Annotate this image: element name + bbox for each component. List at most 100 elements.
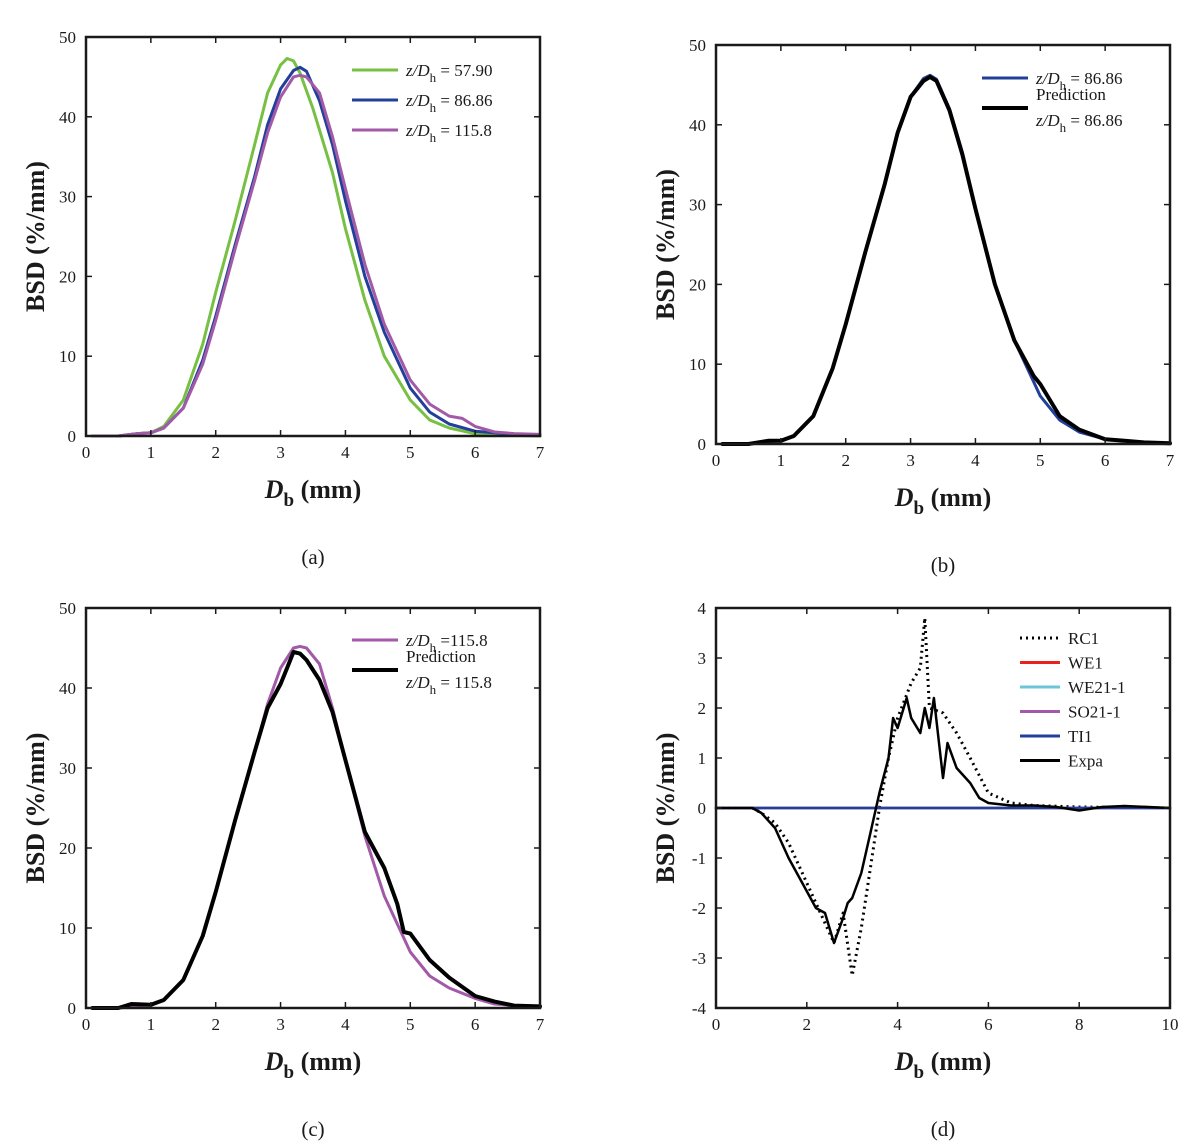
legend-entry: z/Dh = 86.86 [352,91,492,115]
panel-caption: (d) [931,1117,956,1141]
y-tick-label: 0 [68,427,77,446]
legend-label-text: SO21-1 [1068,703,1121,722]
legend-entry: z/Dh = 57.90 [352,61,492,85]
x-axis-label-symbol: D [264,475,284,504]
legend-label: z/Dh =115.8 [405,631,488,655]
x-tick-label: 7 [536,443,545,462]
panel-caption: (c) [301,1117,324,1141]
panel-d: 0 2 4 6 8 10 -4 -3 -2 -1 0 1 2 3 4 BSD (%/mm) Db (mm) (d)… [651,599,1179,1141]
panel-a: 0 1 2 3 4 5 6 7 0 10 20 30 40 50 BSD (%/mm) Db (mm) (a) z… [21,28,545,569]
x-tick-label: 6 [471,1015,480,1034]
x-tick-label: 8 [1075,1015,1084,1034]
y-tick-label: 30 [59,188,76,207]
legend-label-text: TI1 [1068,727,1093,746]
x-tick-label: 4 [971,451,980,470]
legend-label-sub: h [1060,78,1067,93]
y-tick-label: 30 [59,759,76,778]
y-tick-label: 0 [68,999,77,1018]
x-axis-label: Db (mm) [894,1047,992,1083]
y-tick-label: 0 [698,435,707,454]
panel-b: 0 1 2 3 4 5 6 7 0 10 20 30 40 50 BSD (%/mm) Db (mm) (b) z… [651,36,1175,577]
x-tick-label: 0 [82,1015,91,1034]
legend-label-post: =115.8 [436,631,487,650]
legend-label-sub: h [430,682,437,697]
legend-label-post: = 86.86 [1066,111,1122,130]
x-tick-label: 2 [211,1015,220,1034]
legend-label: z/Dh = 86.86 [405,91,492,115]
legend-label-text: Expa [1068,752,1103,771]
legend-entry: Expa [1020,752,1103,771]
y-tick-label: 50 [59,599,76,618]
legend-label-pre: z/D [1035,111,1060,130]
y-tick-label: -1 [692,849,706,868]
x-axis-label-subscript: b [284,1062,295,1083]
x-axis-label: Db (mm) [894,483,992,519]
y-tick-label: 10 [59,919,76,938]
y-tick-label: 40 [59,679,76,698]
legend-label-text: WE21-1 [1068,678,1126,697]
series-line-z-dh-57-90 [91,57,542,438]
panel-caption: (b) [931,553,956,577]
y-tick-label: 20 [59,839,76,858]
x-axis-label-unit: (mm) [924,483,991,512]
y-tick-label: 40 [689,116,706,135]
legend-entry: z/Dh = 86.86 [982,69,1122,93]
legend-entry: WE1 [1020,654,1103,673]
legend-label-sub: h [430,640,437,655]
legend-label: WE1 [1068,654,1103,673]
y-tick-label: 4 [698,599,707,618]
legend-entry: z/Dh = 115.8 [352,121,492,145]
legend-label-post: = 57.90 [436,61,492,80]
legend-label: z/Dh = 115.8 [405,673,492,697]
y-tick-label: 1 [698,749,707,768]
y-tick-label: 3 [698,649,707,668]
y-tick-label: 20 [59,267,76,286]
x-tick-label: 7 [1166,451,1175,470]
y-tick-label: 40 [59,108,76,127]
plot-frame [84,606,542,1010]
legend-label-top: Prediction [1036,85,1106,104]
y-tick-label: -2 [692,899,706,918]
legend-label-pre: z/D [405,61,430,80]
legend-label: z/Dh = 86.86 [1035,69,1122,93]
x-axis-label: Db (mm) [264,1047,362,1083]
x-tick-label: 3 [906,451,915,470]
legend-label-pre: z/D [405,121,430,140]
x-tick-label: 6 [984,1015,993,1034]
legend-entry: Prediction z/Dh = 86.86 [982,85,1122,135]
legend-label-pre: z/D [405,91,430,110]
legend-label-post: = 115.8 [436,673,492,692]
x-tick-label: 3 [276,1015,285,1034]
legend-entry: z/Dh =115.8 [352,631,488,655]
x-tick-label: 2 [803,1015,812,1034]
y-tick-label: 20 [689,275,706,294]
legend-label-sub: h [430,70,437,85]
x-axis-label-subscript: b [914,498,925,519]
legend-label-pre: z/D [405,673,430,692]
legend-label: SO21-1 [1068,703,1121,722]
plot-frame [714,43,1172,446]
legend-entry: WE21-1 [1020,678,1126,697]
x-tick-label: 4 [893,1015,902,1034]
x-tick-label: 1 [147,443,156,462]
legend-label-top: Prediction [406,647,476,666]
series-line-expa [714,696,1172,945]
y-tick-label: 50 [59,28,76,47]
legend-label-sub: h [430,130,437,145]
x-tick-label: 0 [82,443,91,462]
legend-label-post: = 115.8 [436,121,492,140]
legend-label-pre: z/D [405,631,430,650]
x-tick-label: 1 [777,451,786,470]
x-axis-label-symbol: D [264,1047,284,1076]
x-axis-label-subscript: b [914,1062,925,1083]
y-tick-label: 30 [689,196,706,215]
legend-label: z/Dh = 86.86 [1035,111,1122,135]
legend: z/Dh = 57.90z/Dh = 86.86z/Dh = 115.8 [352,61,492,145]
y-axis-label: BSD (%/mm) [21,733,50,884]
series-line-prediction-z-dh-115-8 [90,650,542,1010]
legend: RC1 WE1 WE21-1 SO21-1 TI1 Expa [1020,629,1126,771]
y-tick-label: 50 [689,36,706,55]
